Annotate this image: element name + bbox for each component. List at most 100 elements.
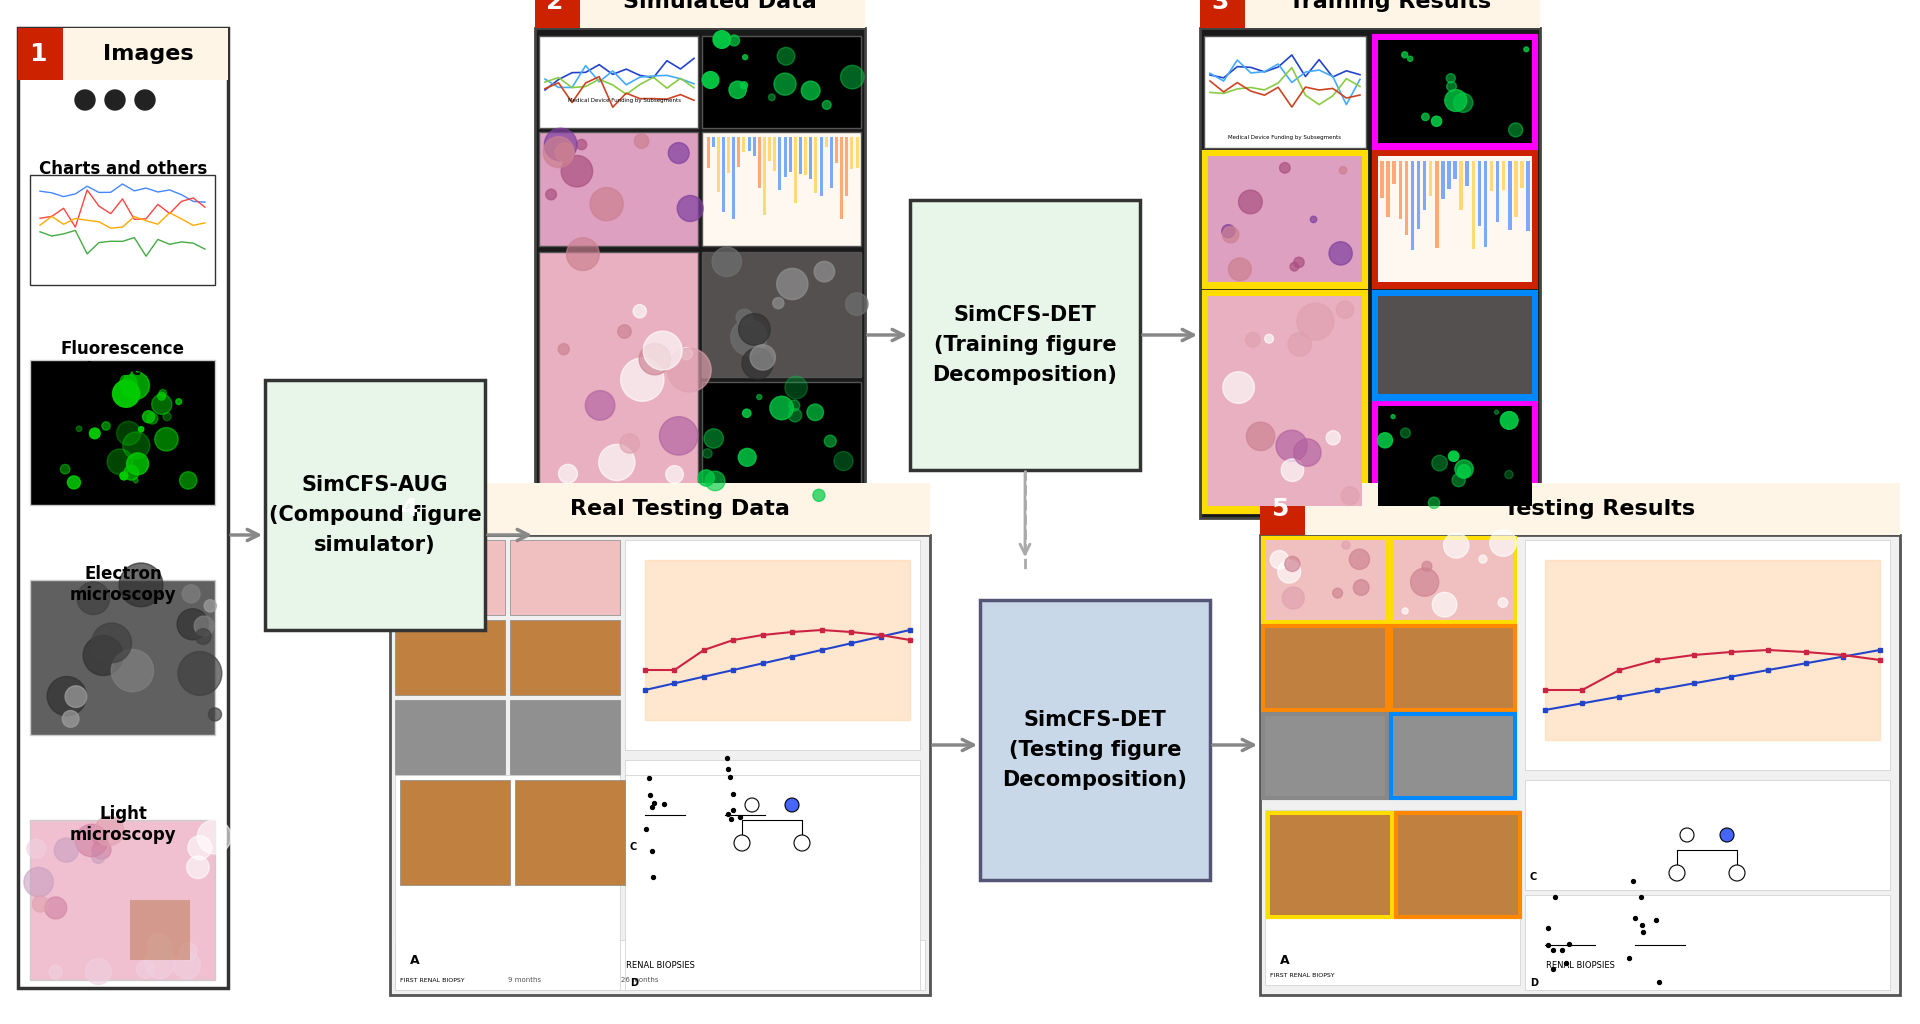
Bar [1375,152,1536,287]
Bar [820,137,822,168]
Circle shape [186,836,194,844]
Bar [703,132,860,246]
Bar [511,700,620,775]
Circle shape [747,391,758,403]
Circle shape [776,486,793,504]
Point [714,817,745,834]
Text: C: C [630,842,637,852]
Bar [826,137,828,220]
Bar [1484,161,1488,179]
Circle shape [780,450,785,455]
Bar [1398,161,1402,183]
Circle shape [618,218,647,247]
Circle shape [659,460,697,499]
Circle shape [829,476,835,482]
Circle shape [1284,258,1315,290]
Circle shape [622,158,659,195]
Bar [1390,538,1515,622]
Bar [722,137,726,167]
Circle shape [536,297,570,331]
Circle shape [119,664,165,709]
Circle shape [578,429,605,456]
Bar [1453,161,1457,241]
Circle shape [1404,438,1409,443]
Bar [436,483,929,535]
Circle shape [697,76,718,96]
Circle shape [801,36,822,56]
Point [639,795,670,811]
Bar [1269,815,1390,915]
Bar [851,137,852,175]
Circle shape [56,864,79,887]
Circle shape [1242,430,1271,459]
Circle shape [745,798,758,812]
Circle shape [607,443,651,488]
Point [1642,951,1672,968]
Circle shape [1281,337,1317,374]
Point [1634,967,1665,983]
Circle shape [607,369,618,379]
Circle shape [117,417,131,430]
Circle shape [812,431,816,436]
Bar [511,540,620,615]
Bar [540,132,699,246]
Circle shape [1484,481,1490,486]
Bar [540,252,699,502]
Text: 9 months: 9 months [509,977,541,983]
Bar [1375,292,1536,399]
Bar [1380,161,1384,187]
Circle shape [163,617,211,666]
Bar [63,28,228,80]
Circle shape [733,835,751,851]
Bar [1390,626,1515,710]
Circle shape [167,465,188,485]
Circle shape [94,936,131,972]
Circle shape [77,668,117,709]
Bar [1405,161,1407,218]
Circle shape [134,391,150,406]
Circle shape [538,351,566,382]
Circle shape [839,105,854,122]
Bar [399,780,511,885]
Bar [1267,813,1392,918]
Circle shape [125,407,148,431]
Circle shape [612,139,620,147]
Bar [626,760,920,860]
Circle shape [1492,430,1509,446]
Circle shape [1511,453,1524,467]
Text: 5: 5 [1271,497,1288,521]
Circle shape [180,827,190,836]
Circle shape [616,339,655,377]
Circle shape [797,360,818,381]
Point [1534,927,1565,943]
Circle shape [113,894,125,907]
Text: A: A [411,953,420,967]
Circle shape [1352,266,1365,281]
Point [716,773,747,790]
Bar [703,36,860,128]
Circle shape [1496,457,1513,472]
Text: Images: Images [102,44,194,63]
Text: D: D [630,978,637,988]
Bar [856,137,858,216]
Polygon shape [1546,560,1880,740]
Circle shape [1361,537,1388,563]
Bar [1411,161,1415,215]
Text: A: A [1281,953,1290,967]
Circle shape [1476,539,1484,545]
Point [643,762,674,778]
Bar [1442,161,1444,233]
Circle shape [108,480,117,489]
Point [1536,904,1567,921]
Circle shape [104,442,123,461]
Bar [762,137,766,159]
Circle shape [90,446,100,456]
Circle shape [1407,81,1427,100]
Circle shape [703,77,708,82]
Circle shape [1369,605,1384,621]
Circle shape [833,112,852,131]
Bar [910,200,1140,470]
Bar [1379,406,1532,506]
Circle shape [146,806,177,838]
Bar [31,360,215,505]
